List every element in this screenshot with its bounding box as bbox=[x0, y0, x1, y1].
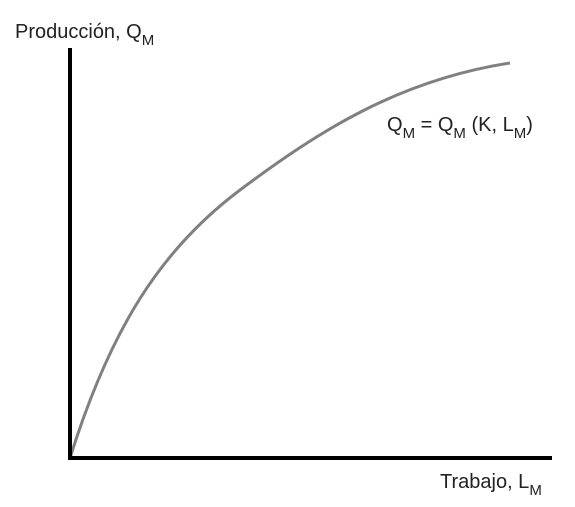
label-subscript: M bbox=[514, 125, 527, 142]
x-axis-label: Trabajo, LM bbox=[440, 471, 542, 499]
label-text: = Q bbox=[415, 114, 453, 136]
y-axis-label: Producción, QM bbox=[15, 21, 154, 49]
label-text: Producción, Q bbox=[15, 21, 142, 43]
label-subscript: M bbox=[403, 125, 416, 142]
label-subscript: M bbox=[453, 125, 466, 142]
label-text: ) bbox=[526, 114, 533, 136]
label-subscript: M bbox=[529, 482, 542, 499]
label-subscript: M bbox=[142, 32, 155, 49]
production-curve bbox=[68, 61, 511, 459]
label-text: Trabajo, L bbox=[440, 471, 529, 493]
curve-label: QM = QM (K, LM) bbox=[387, 114, 533, 142]
label-text: (K, L bbox=[466, 114, 514, 136]
label-text: Q bbox=[387, 114, 403, 136]
